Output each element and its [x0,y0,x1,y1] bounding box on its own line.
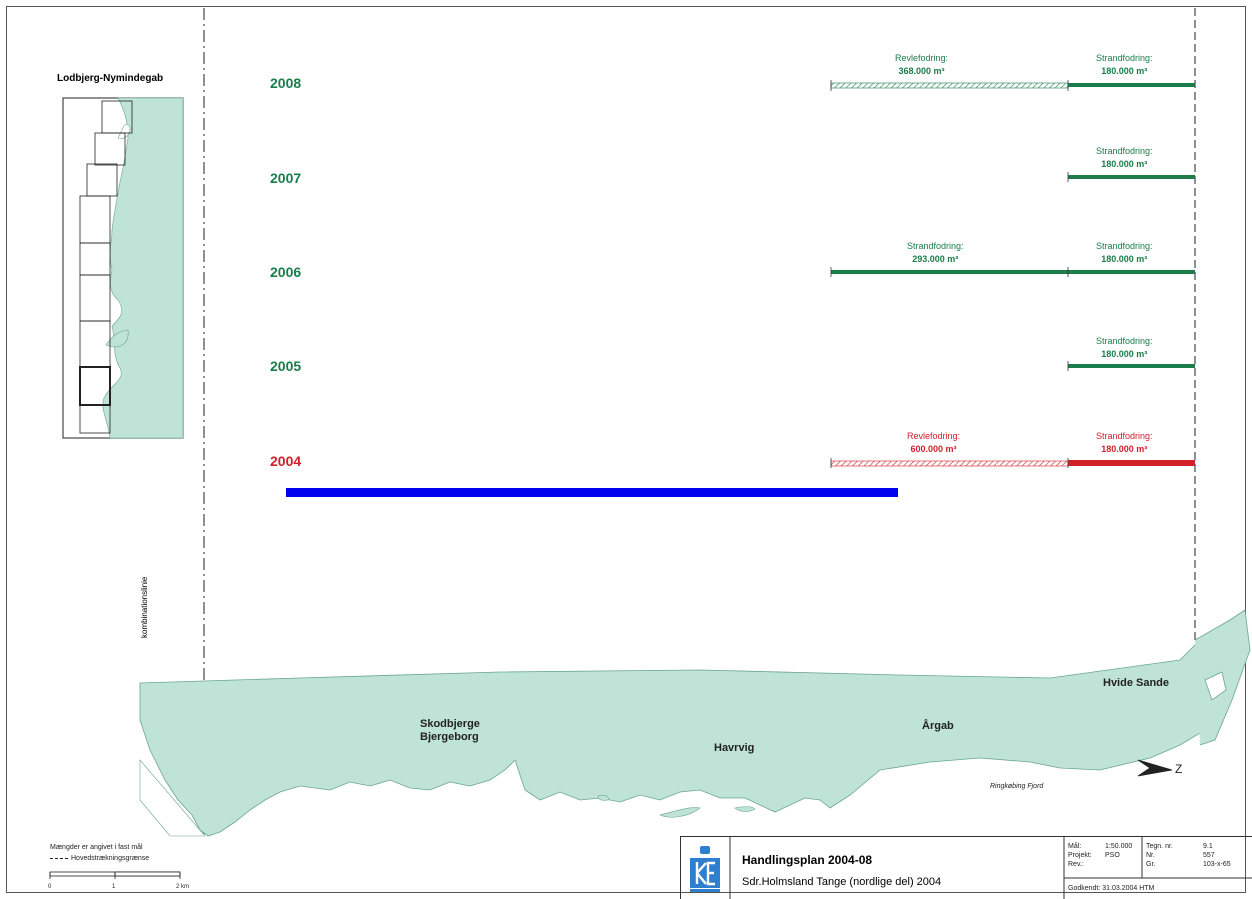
bar-2008-revlefodring [830,82,1069,89]
scale-bar [49,871,181,879]
label-2007-right: Strandfodring: 180.000 m³ [1096,145,1153,171]
tb-gr-label: Gr. [1146,861,1156,868]
tb-projekt-label: Projekt: [1068,852,1092,859]
label-2004-right-type: Strandfodring: [1096,431,1153,441]
titleblock-title: Handlingsplan 2004-08 [742,853,873,867]
year-2006: 2006 [270,264,302,280]
tb-mal-label: Mål: [1068,843,1082,850]
scale-label-0: 0 [48,884,52,890]
label-2008-right: Strandfodring: 180.000 m³ [1096,52,1153,78]
label-2004-left-type: Revlefodring: [907,431,961,441]
label-2005-right-type: Strandfodring: [1096,336,1153,346]
place-hvide-sande: Hvide Sande [1103,677,1170,689]
tb-godkendt: Godkendt: 31.03.2004 HTM [1068,885,1155,892]
blue-highlight-bar [286,488,898,497]
tb-mal-value: 1:50.000 [1105,843,1133,850]
label-2006-left: Strandfodring: 293.000 m³ [907,240,964,266]
legend-line-item: Hovedstrækningsgrænse [50,854,149,864]
tb-gr-value: 103-x-65 [1203,861,1231,868]
tb-rev-label: Rev.: [1068,861,1084,868]
label-2008-left: Revlefodring: 368.000 m³ [895,52,948,78]
bar-2004-revlefodring [830,460,1069,467]
label-2006-right-type: Strandfodring: [1096,241,1153,251]
tb-projekt-value: PSO [1105,852,1120,859]
tb-nr-value: 557 [1203,852,1215,859]
kystdirektoratet-logo [690,846,720,892]
label-2008-left-type: Revlefodring: [895,53,949,63]
legend-dash-swatch [50,857,68,859]
label-2006-left-type: Strandfodring: [907,241,964,251]
north-arrow [1137,759,1173,777]
titleblock-subtitle: Sdr.Holmsland Tange (nordlige del) 2004 [742,876,942,888]
label-2006-left-value: 293.000 m³ [912,254,959,264]
year-2007: 2007 [270,170,302,186]
place-havrvig: Havrvig [714,742,755,754]
bar-2008-strandfodring [1068,83,1195,87]
label-2007-right-type: Strandfodring: [1096,146,1153,156]
bar-2004-strandfodring [1068,460,1195,466]
year-2008: 2008 [270,75,302,91]
label-2006-right: Strandfodring: 180.000 m³ [1096,240,1153,266]
bar-2006-strandfodring-left [831,270,1068,274]
scale-label-2: 2 km [176,884,190,890]
tb-tegn-value: 9.1 [1203,843,1213,850]
coastal-land [139,639,1221,837]
place-skodbjerge-line1: Skodbjerge [420,718,480,730]
label-2006-right-value: 180.000 m³ [1101,254,1148,264]
place-ringkobing-fjord: Ringkøbing Fjord [990,783,1044,790]
place-skodbjerge-line2: Bjergeborg [420,731,479,743]
label-2004-right: Strandfodring: 180.000 m³ [1096,430,1153,456]
tb-nr-label: Nr. [1146,852,1155,859]
overview-inset [62,97,184,439]
legend-note: Mængder er angivet i fast mål [50,844,143,851]
north-label: Z [1175,762,1183,776]
title-block-lines [729,836,1252,899]
place-argab: Årgab [922,720,954,732]
label-2004-left: Revlefodring: 600.000 m³ [907,430,960,456]
place-skodbjerge: Skodbjerge Bjergeborg [420,718,480,744]
label-2008-right-type: Strandfodring: [1096,53,1153,63]
tb-tegn-label: Tegn. nr. [1146,843,1173,850]
label-2004-right-value: 180.000 m³ [1101,444,1148,454]
year-2004: 2004 [270,453,302,469]
label-2007-right-value: 180.000 m³ [1101,159,1148,169]
bar-2005-strandfodring [1068,364,1195,368]
scale-label-1: 1 [112,884,116,890]
label-2005-right: Strandfodring: 180.000 m³ [1096,335,1153,361]
bar-2006-strandfodring-right [1068,270,1195,274]
overview-land [102,97,184,439]
legend-line-label: Hovedstrækningsgrænse [71,855,150,862]
sheet-border [6,6,1246,893]
label-2008-left-value: 368.000 m³ [898,66,945,76]
year-2005: 2005 [270,358,302,374]
title-block [680,836,1252,899]
overview-title: Lodbjerg-Nymindegab [57,73,164,84]
label-2008-right-value: 180.000 m³ [1101,66,1148,76]
label-2005-right-value: 180.000 m³ [1101,349,1148,359]
bar-2007-strandfodring [1068,175,1195,179]
label-2004-left-value: 600.000 m³ [910,444,957,454]
